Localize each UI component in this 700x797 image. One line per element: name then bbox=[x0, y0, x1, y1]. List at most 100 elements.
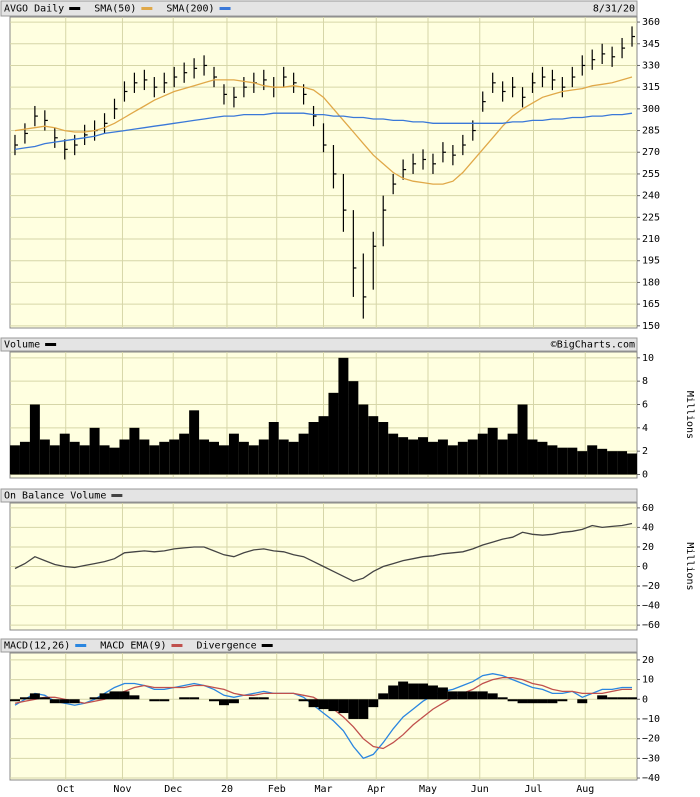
bar bbox=[209, 441, 219, 475]
bar bbox=[298, 433, 309, 475]
x-tick-label: Feb bbox=[268, 784, 286, 795]
bar bbox=[189, 697, 200, 700]
bar bbox=[29, 693, 40, 700]
bar bbox=[428, 685, 438, 700]
bar bbox=[557, 699, 568, 702]
y-tick-label: 210 bbox=[642, 234, 660, 245]
bar bbox=[119, 691, 130, 700]
y-tick-label: 195 bbox=[642, 256, 660, 267]
bar bbox=[378, 693, 389, 700]
bar bbox=[59, 699, 70, 704]
bar bbox=[388, 685, 399, 700]
bar bbox=[298, 699, 309, 702]
bar bbox=[328, 392, 339, 475]
bar bbox=[318, 416, 329, 475]
bar bbox=[477, 691, 488, 700]
panel-header bbox=[0, 0, 638, 17]
bar bbox=[179, 433, 190, 475]
bar bbox=[328, 699, 339, 712]
bar bbox=[537, 441, 548, 475]
bar bbox=[10, 445, 20, 475]
bar bbox=[477, 433, 488, 475]
y-tick-label: −20 bbox=[642, 581, 660, 592]
bar bbox=[368, 699, 379, 708]
x-tick-label: Jun bbox=[471, 784, 489, 795]
bar bbox=[497, 439, 508, 475]
bar bbox=[467, 439, 478, 475]
bar bbox=[99, 445, 110, 475]
bar bbox=[527, 699, 538, 704]
legend-label: Volume bbox=[4, 340, 40, 351]
bar bbox=[348, 381, 359, 475]
x-tick-label: Apr bbox=[367, 784, 385, 795]
x-tick-label: 20 bbox=[221, 784, 233, 795]
bar bbox=[617, 697, 628, 700]
x-tick-label: Oct bbox=[57, 784, 75, 795]
bar bbox=[607, 697, 618, 700]
bar bbox=[79, 445, 90, 475]
bar bbox=[308, 422, 319, 475]
bar bbox=[89, 697, 100, 700]
bar bbox=[517, 404, 528, 475]
bar bbox=[248, 445, 259, 475]
bar bbox=[428, 441, 438, 475]
bar bbox=[597, 448, 608, 475]
series-line bbox=[14, 673, 632, 760]
bar bbox=[169, 439, 180, 475]
bar bbox=[507, 699, 518, 702]
bar bbox=[617, 451, 628, 475]
bar bbox=[179, 697, 190, 700]
legend-label: SMA(200) bbox=[166, 4, 214, 15]
bar bbox=[109, 691, 120, 700]
y-tick-label: 285 bbox=[642, 126, 660, 137]
bar bbox=[577, 451, 588, 475]
bar bbox=[487, 427, 498, 475]
x-tick-label: May bbox=[419, 784, 437, 795]
bar bbox=[69, 699, 80, 704]
y-tick-label: 6 bbox=[642, 400, 648, 411]
bar bbox=[408, 439, 419, 475]
bar bbox=[219, 445, 229, 475]
bar bbox=[89, 427, 100, 475]
bar bbox=[507, 433, 518, 475]
bar bbox=[418, 683, 428, 700]
date-label: 8/31/20 bbox=[593, 4, 635, 15]
bar bbox=[278, 439, 289, 475]
bar bbox=[457, 441, 468, 475]
bar bbox=[69, 441, 80, 475]
bar bbox=[228, 433, 239, 475]
bar bbox=[288, 441, 299, 475]
bar bbox=[99, 693, 110, 700]
x-tick-label: Mar bbox=[314, 784, 332, 795]
bar bbox=[39, 697, 50, 700]
bar bbox=[109, 447, 120, 475]
bar bbox=[358, 699, 369, 719]
bar bbox=[577, 699, 588, 704]
bar bbox=[219, 699, 229, 706]
bar bbox=[149, 699, 160, 702]
panel-header bbox=[0, 638, 638, 653]
y-tick-label: 165 bbox=[642, 299, 660, 310]
bar bbox=[268, 422, 279, 475]
y-axis-label: Millions bbox=[684, 391, 695, 439]
y-axis-label: Millions bbox=[684, 542, 695, 590]
y-tick-label: 40 bbox=[642, 522, 654, 533]
bar bbox=[258, 439, 269, 475]
series-line bbox=[14, 522, 633, 582]
legend-label: AVGO Daily bbox=[4, 4, 64, 15]
y-tick-label: −30 bbox=[642, 753, 660, 764]
panel-header bbox=[0, 337, 638, 352]
y-tick-label: 225 bbox=[642, 212, 660, 223]
bar bbox=[587, 445, 598, 475]
y-tick-label: 360 bbox=[642, 17, 660, 28]
bar bbox=[139, 439, 150, 475]
bar bbox=[338, 357, 349, 475]
y-tick-label: 4 bbox=[642, 423, 648, 434]
x-tick-label: Nov bbox=[113, 784, 131, 795]
y-tick-label: 270 bbox=[642, 147, 660, 158]
bar bbox=[19, 441, 30, 475]
bar bbox=[209, 699, 219, 702]
y-tick-label: 315 bbox=[642, 82, 660, 93]
bar bbox=[457, 691, 468, 700]
